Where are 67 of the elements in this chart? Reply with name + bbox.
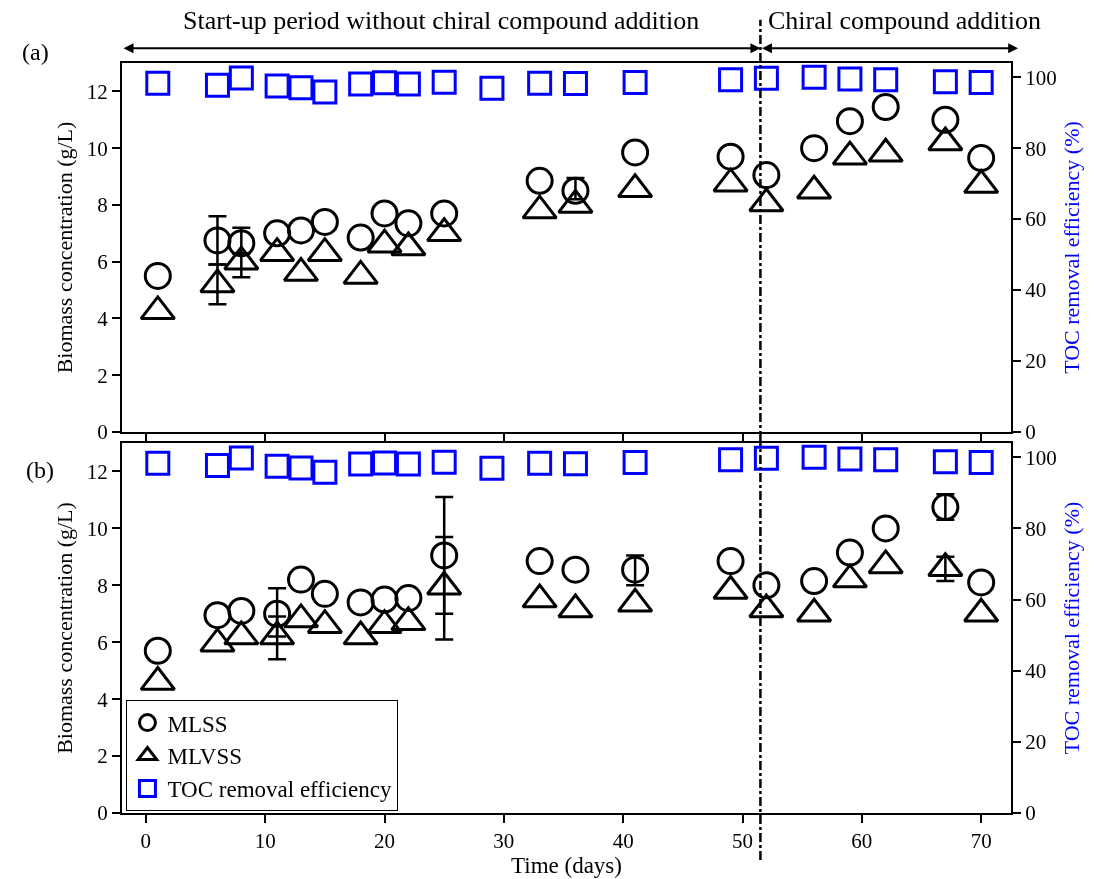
y2-tick-label: 40 [1025,278,1047,303]
y2-tick-label: 80 [1025,516,1047,541]
text: Start-up period without chiral compound addition [183,6,700,35]
point [348,71,374,97]
point [288,75,314,101]
x-tick-label: 30 [493,829,515,854]
point [622,70,648,96]
legend-label: TOC removal efficiency [167,777,392,803]
y-axis-title: Biomass concentration (g/L) [52,121,78,374]
y-tick-label: 8 [97,573,108,598]
y-tick-label: 12 [86,459,108,484]
point [527,70,553,96]
y-tick-label: 4 [97,306,109,331]
point [372,70,398,96]
y-tick-label: 4 [97,687,109,712]
y-tick-label: 12 [86,79,108,104]
x-tick-label: 70 [970,829,992,854]
x-tick-label: 40 [612,829,634,854]
x-tick-label: 50 [732,829,754,854]
y2-tick-label: 20 [1025,730,1047,755]
point [431,69,457,95]
point [753,65,779,91]
text: (a) [22,39,49,65]
point [264,73,290,99]
y2-tick-label: 40 [1025,659,1047,684]
text: (b) [26,457,54,483]
x-tick-label: 20 [374,829,396,854]
point [873,67,899,93]
x-tick-label: 60 [851,829,873,854]
point [312,79,338,105]
point [562,71,588,97]
y-tick-label: 2 [97,363,108,388]
x-tick-label: 0 [140,829,152,854]
point [837,66,863,92]
legend-label: MLVSS [167,744,243,770]
point [968,70,994,96]
y2-axis-title: TOC removal efficiency (%) [1059,121,1085,374]
point [228,65,254,91]
y-tick-label: 10 [86,516,108,541]
y2-tick-label: 100 [1025,445,1057,470]
point [145,70,171,96]
y2-tick-label: 60 [1025,207,1047,232]
point [479,75,505,101]
x-axis-title: Time (days) [511,853,622,879]
y-tick-label: 6 [97,630,108,655]
point [932,69,958,95]
y2-tick-label: 100 [1025,65,1057,90]
y2-tick-label: 80 [1025,136,1047,161]
y-tick-label: 0 [97,801,108,826]
point [801,64,827,90]
point [395,71,421,97]
legend-label: MLSS [167,711,228,737]
y-tick-label: 10 [86,136,108,161]
x-tick-label: 10 [254,829,276,854]
point [204,72,230,98]
y-tick-label: 8 [97,193,108,218]
y2-tick-label: 60 [1025,587,1047,612]
y2-axis-title: TOC removal efficiency (%) [1059,501,1085,755]
point [718,67,744,93]
y-axis-title: Biomass concentration (g/L) [52,502,78,754]
y2-tick-label: 0 [1025,801,1036,826]
y2-tick-label: 0 [1025,420,1036,445]
text: Chiral compound addition [768,6,1041,35]
y-tick-label: 2 [97,744,108,769]
y-tick-label: 6 [97,250,108,275]
y2-tick-label: 20 [1025,349,1047,374]
y-tick-label: 0 [97,420,108,445]
